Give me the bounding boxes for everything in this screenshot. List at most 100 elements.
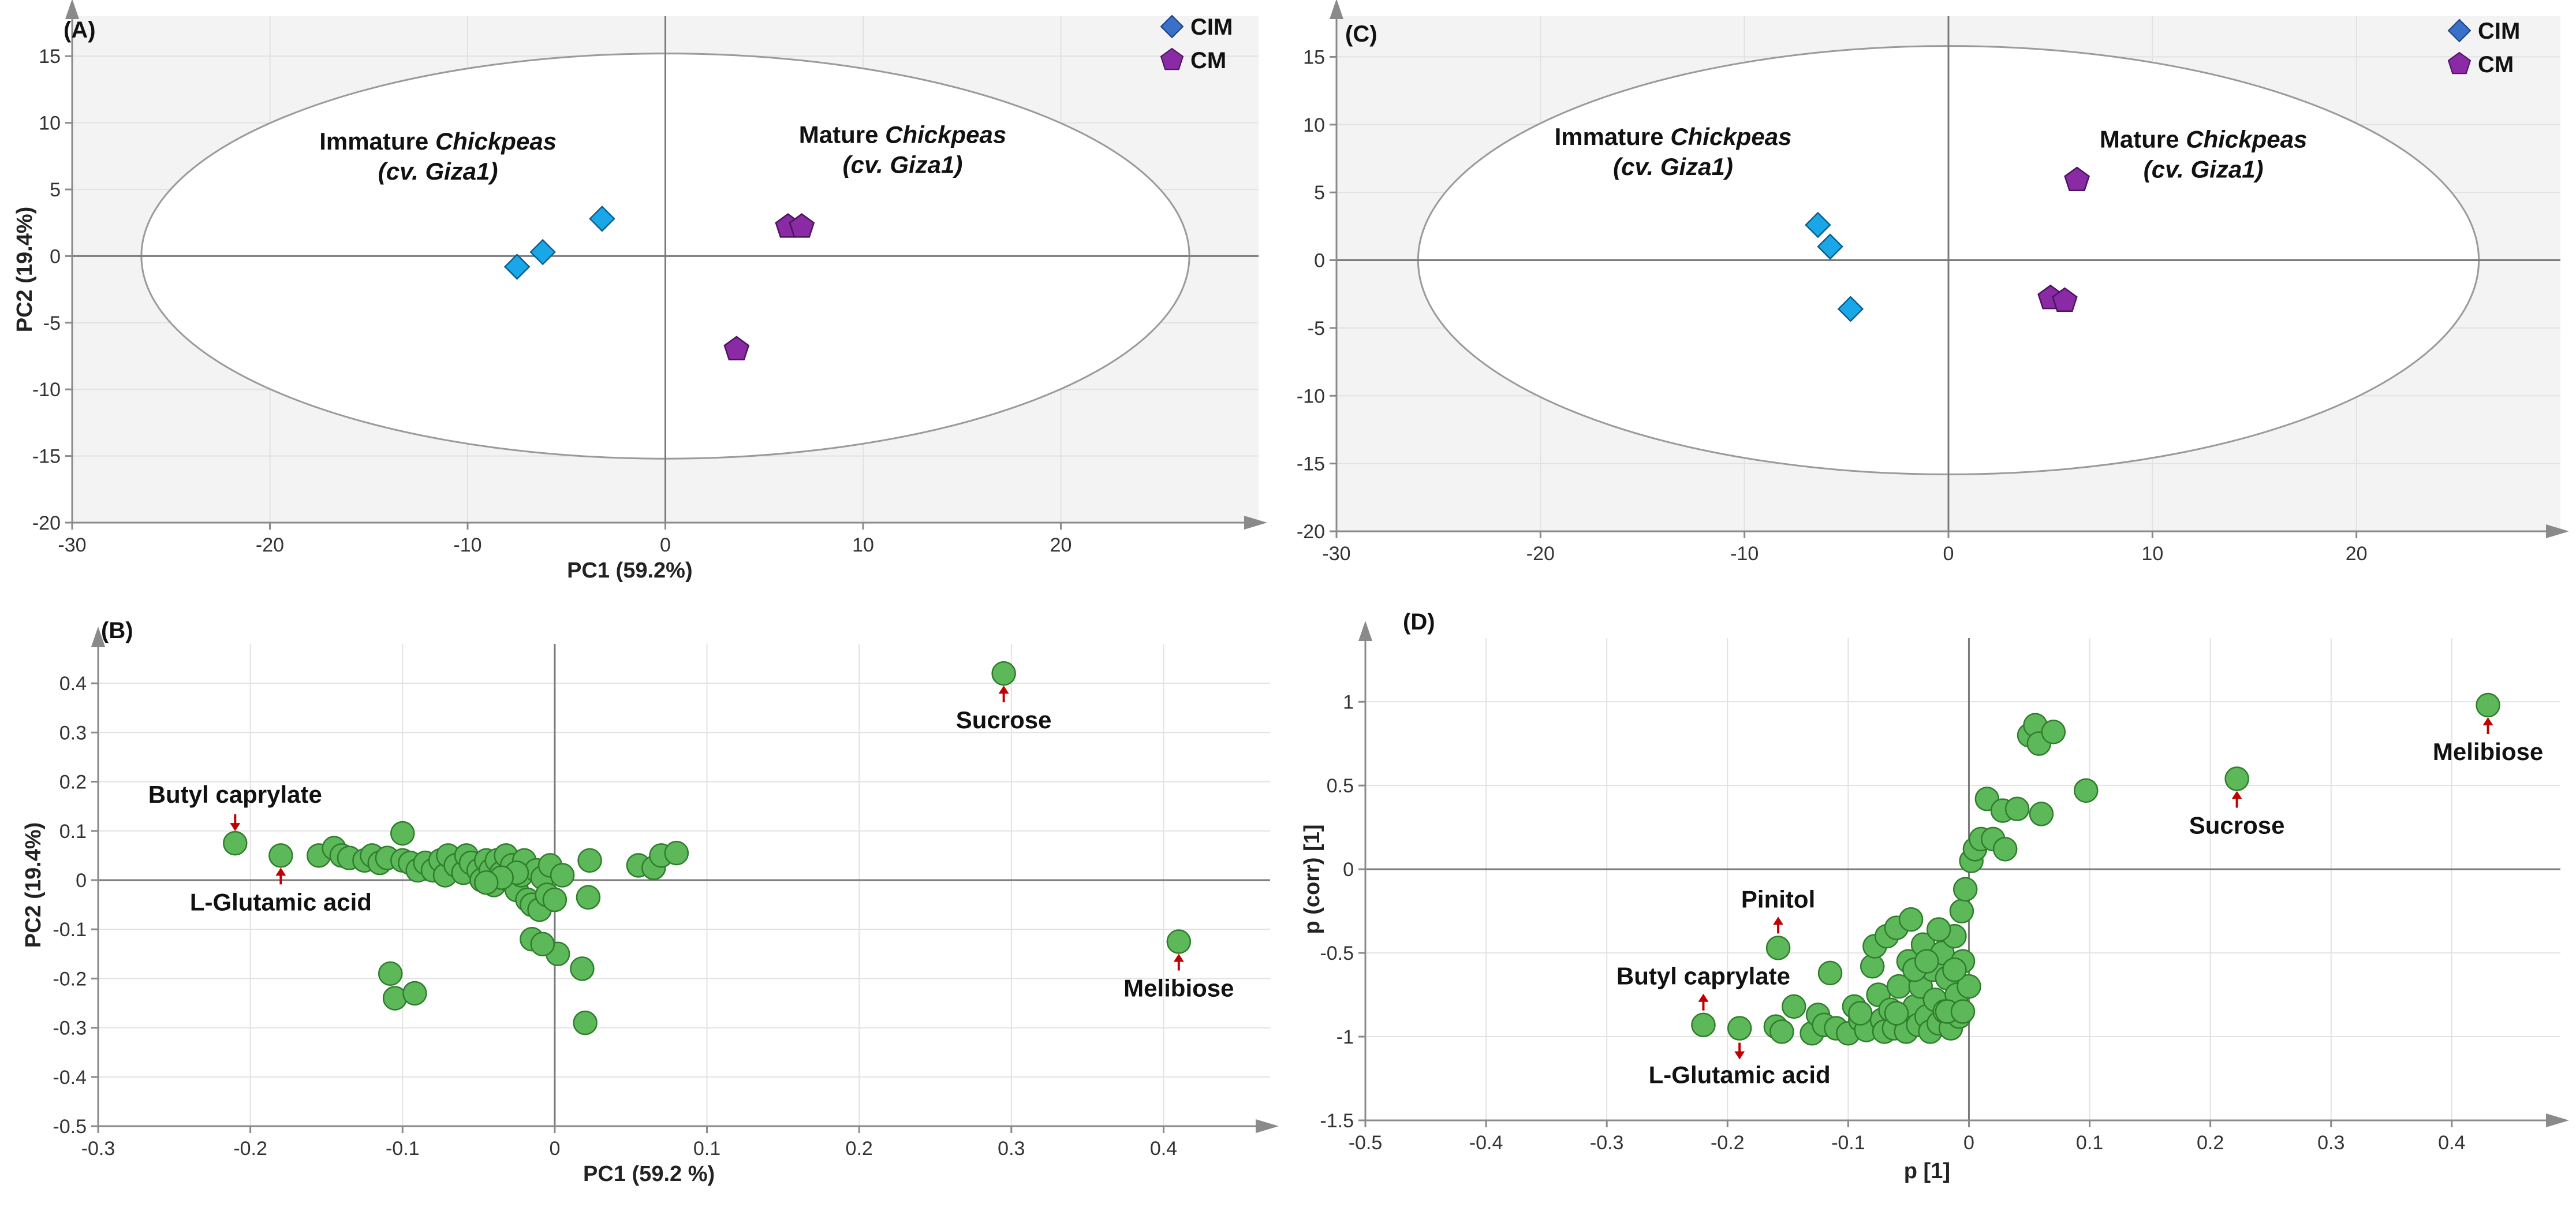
data-point-cim: [1837, 296, 1864, 322]
group-label-line1: Mature Chickpeas: [2100, 126, 2307, 153]
panel-tag: (B): [101, 618, 133, 643]
panel-tag: (D): [1403, 609, 1435, 635]
data-point-variable: [1884, 1001, 1909, 1026]
data-point-cim: [589, 206, 615, 232]
x-tick-label: 10: [852, 534, 874, 556]
data-point-variable: [1914, 949, 1939, 974]
group-label-cultivar: (cv. Giza1): [843, 151, 963, 178]
y-tick-label: 5: [1314, 182, 1325, 204]
annotation-label: Pinitol: [1741, 885, 1815, 912]
x-tick-label: 0: [1943, 543, 1954, 565]
data-point-cim: [503, 254, 531, 280]
x-axis-title: PC1 (59.2 %): [583, 1162, 715, 1186]
legend-label: CIM: [2478, 18, 2520, 44]
x-tick-label: 0.4: [2438, 1132, 2465, 1154]
data-point-variable: [991, 661, 1016, 686]
group-label-cultivar: (cv. Giza1): [2144, 156, 2264, 183]
data-point-variable: [573, 1010, 598, 1035]
panel-tag: (C): [1345, 21, 1377, 47]
x-tick-label: -0.2: [233, 1138, 267, 1160]
y-tick-label: -20: [1297, 521, 1325, 543]
data-point-variable: [402, 981, 427, 1006]
annotation-arrow-head: [2482, 717, 2493, 725]
panel-tag: (A): [64, 17, 96, 43]
y-tick-label: 0.5: [1327, 775, 1354, 797]
x-tick-label: -10: [453, 534, 481, 556]
data-point-variable: [1957, 974, 1981, 999]
y-axis-arrow: [1358, 621, 1372, 641]
annotation-label: L-Glutamic acid: [1649, 1061, 1831, 1089]
y-tick-label: 1: [1343, 691, 1354, 713]
x-tick-label: -0.3: [1590, 1132, 1624, 1154]
y-tick-label: 0.4: [59, 673, 87, 695]
y-tick-label: -5: [1308, 318, 1325, 340]
data-point-variable: [1926, 917, 1951, 942]
x-tick-label: 20: [2346, 543, 2368, 565]
group-label-prefix: Immature: [319, 128, 435, 155]
x-tick-label: -0.1: [386, 1138, 420, 1160]
x-axis-title: p [1]: [1904, 1159, 1950, 1183]
y-axis-title: PC2 (19.4%): [21, 822, 46, 948]
data-point-variable: [577, 848, 602, 873]
data-point-cim: [1805, 211, 1831, 239]
x-tick-label: 0.4: [1150, 1138, 1177, 1160]
annotation-arrow-head: [230, 823, 241, 832]
group-label-prefix: Immature: [1555, 123, 1671, 150]
x-tick-label: 0.1: [2076, 1132, 2103, 1154]
data-point-variable: [2041, 720, 2066, 744]
y-axis-arrow: [65, 0, 79, 19]
y-tick-label: -10: [1297, 385, 1325, 407]
data-point-variable: [1782, 994, 1806, 1019]
legend-marker-cim: [1160, 14, 1184, 39]
y-tick-label: 0.3: [59, 722, 87, 744]
y-tick-label: -0.5: [1320, 942, 1354, 964]
x-tick-label: 10: [2141, 543, 2163, 565]
data-point-variable: [1992, 837, 2018, 862]
legend-label: CIM: [1190, 14, 1233, 40]
annotation-arrow-head: [1734, 1051, 1745, 1060]
group-label-line1: Immature Chickpeas: [1555, 123, 1792, 150]
x-tick-label: 0.3: [2317, 1132, 2344, 1154]
s-plot-d: -0.5 -0.4 -0.3 -0.2 -0.1 0 0.1 0.2 0.3 0.4 -1.5 -1 -…: [1300, 609, 2569, 1183]
x-tick-label: 0: [660, 534, 671, 556]
annotation-arrow-head: [1698, 993, 1709, 1002]
y-tick-label: -10: [32, 379, 61, 401]
data-point-variable: [1952, 877, 1978, 902]
group-label-species: Chickpeas: [435, 128, 557, 155]
y-tick-label: 0: [50, 245, 61, 267]
data-point-variable: [1817, 960, 1843, 986]
annotation-label: L-Glutamic acid: [190, 888, 372, 915]
y-tick-label: 15: [39, 46, 61, 68]
annotation-label: Melibiose: [2433, 738, 2543, 765]
x-axis-arrow: [2546, 1113, 2569, 1127]
x-axis-arrow: [1244, 516, 1267, 530]
y-tick-label: 0.1: [59, 821, 87, 843]
group-label-line1: Mature Chickpeas: [799, 121, 1006, 148]
y-tick-label: -20: [32, 512, 61, 534]
x-tick-label: 0.2: [2197, 1132, 2224, 1154]
data-point-variable: [2029, 802, 2054, 826]
data-point-variable: [1848, 1001, 1873, 1026]
data-point-cm: [723, 336, 750, 361]
x-tick-label: -0.5: [1349, 1132, 1383, 1154]
data-point-variable: [223, 830, 248, 856]
annotation-arrow-head: [1173, 953, 1184, 962]
x-tick-label: 0.1: [693, 1138, 720, 1160]
data-point-cm: [789, 213, 815, 238]
y-axis-arrow: [1330, 0, 1343, 19]
x-tick-label: -30: [58, 534, 86, 556]
y-tick-label: 0: [1343, 859, 1354, 881]
annotation-arrow-head: [275, 867, 286, 876]
data-point-cim: [1817, 233, 1843, 260]
data-point-variable: [576, 885, 601, 910]
data-point-variable: [530, 932, 555, 956]
group-label-cultivar: (cv. Giza1): [1613, 153, 1733, 180]
y-tick-label: 0: [1314, 250, 1325, 272]
data-point-variable: [1727, 1016, 1752, 1041]
data-point-variable: [1949, 899, 1974, 923]
x-tick-label: -20: [256, 534, 284, 556]
data-point-variable: [1765, 936, 1791, 960]
group-label-line1: Immature Chickpeas: [319, 128, 557, 155]
